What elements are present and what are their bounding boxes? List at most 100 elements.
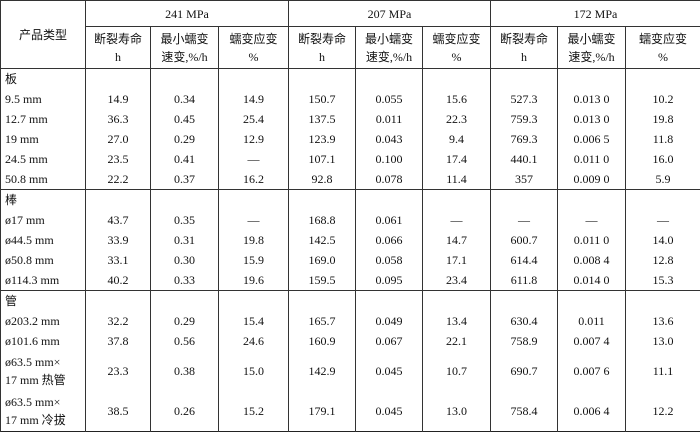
cell: 137.5: [288, 109, 356, 129]
cell: 769.3: [490, 129, 558, 149]
data-row: ø114.3 mm 40.2 0.33 19.6 159.5 0.095 23.4 611.8…: [0, 270, 700, 291]
cell: 0.014 0: [557, 270, 626, 291]
cell: 11.8: [625, 129, 700, 149]
cell: 169.0: [288, 250, 356, 270]
cell: 611.8: [490, 270, 558, 291]
empty-cell: [557, 189, 626, 210]
cell: 14.0: [625, 230, 700, 250]
cell: 142.5: [288, 230, 356, 250]
row-label: 50.8 mm: [0, 169, 86, 190]
cell: 16.0: [625, 149, 700, 169]
empty-cell: [490, 68, 558, 89]
row-label: ø203.2 mm: [0, 311, 86, 331]
cell: 0.009 0: [557, 169, 626, 190]
cell: 23.4: [422, 270, 491, 291]
data-row: ø44.5 mm 33.9 0.31 19.8 142.5 0.066 14.7 600.7 0…: [0, 230, 700, 250]
cell: 150.7: [288, 89, 356, 109]
cell: 159.5: [288, 270, 356, 291]
cell: 33.9: [85, 230, 151, 250]
empty-cell: [85, 189, 151, 210]
cell: 179.1: [288, 391, 356, 432]
cell: 107.1: [288, 149, 356, 169]
cell: 38.5: [85, 391, 151, 432]
data-row: ø63.5 mm× 17 mm 冷拔 38.5 0.26 15.2 179.1 0.045…: [0, 391, 700, 432]
cell: 0.045: [355, 391, 423, 432]
cell: 0.007 4: [557, 331, 626, 351]
data-row: 50.8 mm 22.2 0.37 16.2 92.8 0.078 11.4 357 0.009…: [0, 169, 700, 190]
cell: 0.33: [150, 270, 219, 291]
column-header: 最小蠕变 速变,%/h: [557, 26, 626, 69]
data-row: ø101.6 mm 37.8 0.56 24.6 160.9 0.067 22.1 758.9…: [0, 331, 700, 351]
empty-cell: [288, 290, 356, 311]
cell: 15.6: [422, 89, 491, 109]
empty-cell: [150, 189, 219, 210]
cell: 0.043: [355, 129, 423, 149]
cell: 0.055: [355, 89, 423, 109]
cell: 43.7: [85, 210, 151, 230]
data-row: ø17 mm 43.7 0.35—168.8 0.061— — — —: [0, 210, 700, 230]
data-row: 19 mm 27.0 0.29 12.9 123.9 0.043 9.4 769.3 0.006…: [0, 129, 700, 149]
group-header: 172 MPa: [490, 0, 700, 27]
header-row: 产品类型 241 MPa 207 MPa 172 MPa: [0, 0, 700, 69]
column-header: 蠕变应变 %: [422, 26, 491, 69]
cell: 23.5: [85, 149, 151, 169]
row-label: 12.7 mm: [0, 109, 86, 129]
cell: 40.2: [85, 270, 151, 291]
cell: 0.38: [150, 351, 219, 391]
cell: 27.0: [85, 129, 151, 149]
cell: 17.4: [422, 149, 491, 169]
cell: 0.049: [355, 311, 423, 331]
cell: —: [422, 210, 491, 230]
cell: 14.9: [85, 89, 151, 109]
data-row: 12.7 mm 36.3 0.45 25.4 137.5 0.011 22.3 759.3 0.…: [0, 109, 700, 129]
cell: 23.3: [85, 351, 151, 391]
data-row: 24.5 mm 23.5 0.41—107.1 0.100 17.4 440.1 0.011…: [0, 149, 700, 169]
cell: —: [625, 210, 700, 230]
cell: 15.9: [218, 250, 289, 270]
cell: 527.3: [490, 89, 558, 109]
cell: 690.7: [490, 351, 558, 391]
empty-cell: [490, 189, 558, 210]
cell: 123.9: [288, 129, 356, 149]
section-row: 管: [0, 290, 700, 311]
empty-cell: [288, 189, 356, 210]
cell: —: [218, 210, 289, 230]
cell: 10.7: [422, 351, 491, 391]
cell: 33.1: [85, 250, 151, 270]
cell: 12.2: [625, 391, 700, 432]
cell: 19.8: [218, 230, 289, 250]
cell: 0.095: [355, 270, 423, 291]
cell: 0.011: [355, 109, 423, 129]
cell: 37.8: [85, 331, 151, 351]
cell: 19.8: [625, 109, 700, 129]
cell: —: [490, 210, 558, 230]
cell: 758.9: [490, 331, 558, 351]
cell: 0.37: [150, 169, 219, 190]
column-header: 蠕变应变 %: [625, 26, 700, 69]
empty-cell: [490, 290, 558, 311]
empty-cell: [422, 68, 491, 89]
cell: 758.4: [490, 391, 558, 432]
empty-cell: [422, 290, 491, 311]
data-row: 9.5 mm 14.9 0.34 14.9 150.7 0.055 15.6 527.3 0.0…: [0, 89, 700, 109]
cell: 24.6: [218, 331, 289, 351]
row-label: ø63.5 mm× 17 mm 热管: [0, 351, 86, 391]
data-row: ø50.8 mm 33.1 0.30 15.9 169.0 0.058 17.1 614.4 0…: [0, 250, 700, 270]
empty-cell: [218, 68, 289, 89]
cell: 0.011 0: [557, 149, 626, 169]
cell: 165.7: [288, 311, 356, 331]
cell: 10.2: [625, 89, 700, 109]
cell: 17.1: [422, 250, 491, 270]
cell: 0.56: [150, 331, 219, 351]
cell: 14.7: [422, 230, 491, 250]
empty-cell: [557, 290, 626, 311]
cell: 11.4: [422, 169, 491, 190]
cell: 13.6: [625, 311, 700, 331]
cell: 32.2: [85, 311, 151, 331]
cell: 357: [490, 169, 558, 190]
column-header: 最小蠕变 速变,%/h: [150, 26, 219, 69]
empty-cell: [625, 189, 700, 210]
cell: 0.058: [355, 250, 423, 270]
